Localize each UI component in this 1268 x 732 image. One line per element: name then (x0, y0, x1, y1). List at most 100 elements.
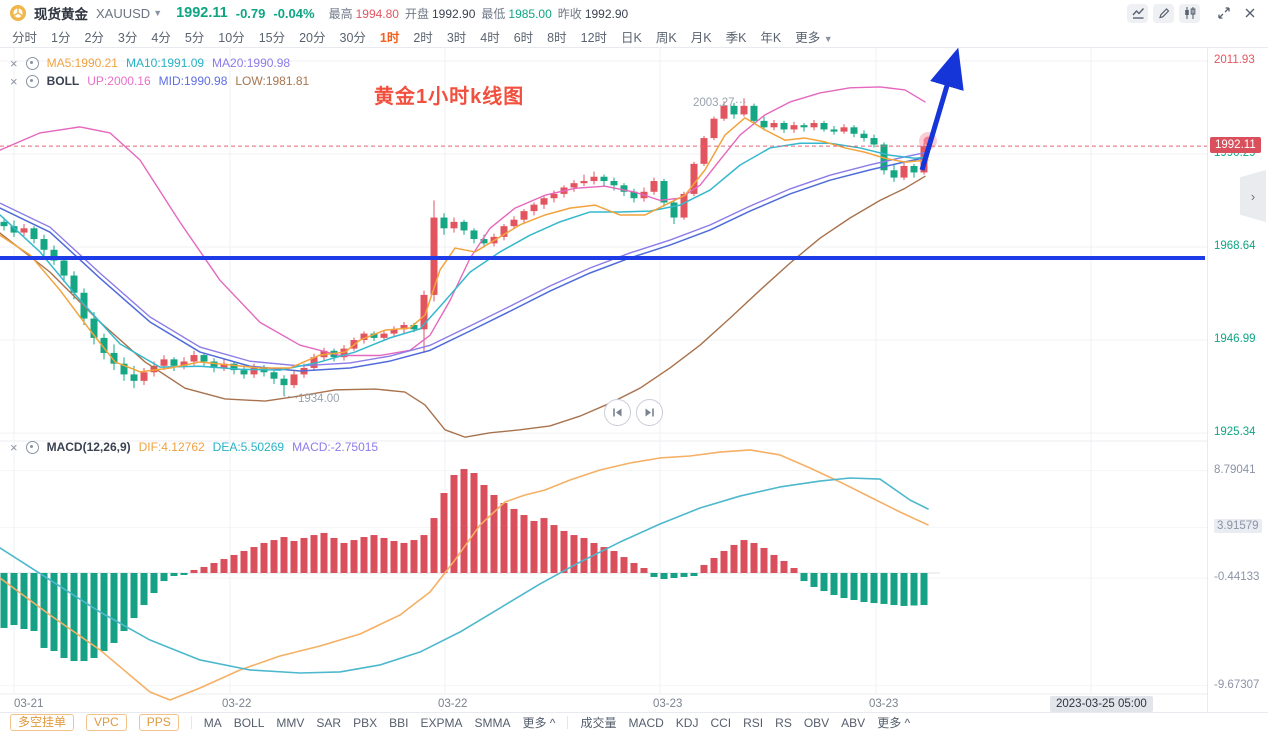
sub-indicator-CCI[interactable]: CCI (710, 715, 732, 730)
overlay-indicator-SAR[interactable]: SAR (316, 715, 342, 730)
tab-2时[interactable]: 2时 (413, 31, 433, 45)
price-axis: 2011.931990.291968.641946.991925.341992.… (1207, 48, 1268, 712)
order-button-VPC[interactable]: VPC (86, 714, 127, 731)
line-chart-button[interactable] (1127, 3, 1148, 23)
tab-4分[interactable]: 4分 (151, 31, 171, 45)
sub-indicator-RS[interactable]: RS (775, 715, 792, 730)
macd-bar (50, 573, 58, 651)
tab-20分[interactable]: 20分 (299, 31, 326, 45)
macd-bar (910, 573, 918, 606)
tab-2分[interactable]: 2分 (84, 31, 104, 45)
tab-1时[interactable]: 1时 (379, 31, 400, 45)
sub-indicator-KDJ[interactable]: KDJ (675, 715, 699, 730)
header-bar: 现货黄金 XAUUSD ▼ 1992.11 -0.79 -0.04% 最高 1994… (0, 0, 1268, 26)
tab-4时[interactable]: 4时 (480, 31, 500, 45)
tab-6时[interactable]: 6时 (513, 31, 534, 45)
axis-time-label: 03-22 (222, 698, 252, 710)
tab-周K[interactable]: 周K (655, 31, 677, 45)
macd-bar (690, 573, 698, 577)
overlay-indicator-BBI[interactable]: BBI (389, 715, 409, 730)
tab-日K[interactable]: 日K (621, 31, 642, 45)
close-button[interactable] (1239, 4, 1260, 23)
overlay-indicator-SMMA[interactable]: SMMA (474, 715, 511, 730)
current-price-badge: 1992.11 (1210, 137, 1261, 154)
overlay-indicator-MMV[interactable]: MMV (276, 715, 305, 730)
candle-body (90, 318, 98, 338)
candle-body (460, 221, 468, 231)
tab-季K[interactable]: 季K (725, 31, 747, 45)
tab-分时[interactable]: 分时 (12, 31, 38, 45)
tab-1分[interactable]: 1分 (51, 31, 71, 45)
candle-body (40, 239, 48, 250)
tab-30分[interactable]: 30分 (339, 31, 366, 45)
macd-bar (600, 547, 608, 573)
legend-boll: × BOLL UP:2000.16 MID:1990.98 LOW:1981.81 (10, 74, 309, 88)
legend-value: MA10:1991.09 (125, 56, 205, 70)
tab-15分[interactable]: 15分 (258, 31, 286, 45)
tab-more[interactable]: 更多 ▼ (795, 31, 833, 45)
sub-indicator-RSI[interactable]: RSI (743, 715, 764, 730)
stat-昨收: 昨收 1992.90 (557, 6, 629, 21)
current-time-badge: 2023-03-25 05:00 (1050, 696, 1153, 712)
gear-icon[interactable] (25, 56, 39, 70)
tab-8时[interactable]: 8时 (547, 31, 567, 45)
close-icon[interactable]: × (10, 439, 18, 455)
tab-5分[interactable]: 5分 (184, 31, 205, 45)
sub-indicator-MACD[interactable]: MACD (628, 715, 664, 730)
candle-body (820, 123, 828, 130)
close-icon[interactable]: × (10, 73, 18, 89)
macd-bar (260, 542, 268, 573)
overlay-indicator-MA[interactable]: MA (203, 715, 222, 730)
tab-10分[interactable]: 10分 (218, 31, 245, 45)
macd-bar (200, 566, 208, 573)
skip-forward-button[interactable] (636, 399, 663, 426)
sub-indicator-OBV[interactable]: OBV (803, 715, 830, 730)
macd-bar (850, 573, 858, 601)
overlay-indicator-BOLL[interactable]: BOLL (233, 715, 265, 730)
overlay-more[interactable]: 更多 ^ (522, 716, 556, 730)
candle-body (390, 329, 398, 334)
pencil-button[interactable] (1153, 3, 1174, 23)
macd-bar (800, 573, 808, 582)
candle-body (400, 324, 408, 330)
tab-3时[interactable]: 3时 (446, 31, 467, 45)
tab-月K[interactable]: 月K (690, 31, 712, 45)
macd-bar (730, 544, 738, 573)
candle-body (280, 378, 288, 386)
macd-bar (310, 535, 318, 573)
order-button-PPS[interactable]: PPS (138, 714, 179, 731)
overlay-indicator-EXPMA[interactable]: EXPMA (420, 715, 463, 730)
candle-body (780, 123, 788, 130)
last-price: 1992.11 (176, 5, 228, 21)
line-chart-icon (1131, 8, 1144, 19)
axis-macd-label: -9.67307 (1214, 678, 1260, 691)
panel-expand-handle[interactable]: › (1240, 170, 1266, 222)
tab-年K[interactable]: 年K (760, 31, 782, 45)
tab-12时[interactable]: 12时 (580, 31, 608, 45)
macd-bar (70, 573, 78, 662)
order-button-多空挂单[interactable]: 多空挂单 (10, 714, 75, 731)
skip-back-button[interactable] (604, 399, 631, 426)
legend-value: MACD:-2.75015 (292, 440, 379, 454)
sub-indicator-成交量[interactable]: 成交量 (580, 716, 617, 730)
macd-bar (460, 469, 468, 573)
sub-more[interactable]: 更多 ^ (877, 716, 911, 730)
candle-body (130, 374, 138, 381)
macd-bar (10, 573, 18, 626)
expand-button[interactable] (1213, 4, 1234, 23)
symbol-selector[interactable]: XAUUSD ▼ (96, 5, 163, 21)
high-annotation: 2003.27 (693, 97, 735, 109)
expand-icon (1217, 7, 1230, 19)
macd-bar (320, 532, 328, 573)
candle-body (720, 105, 728, 119)
candlestick-button[interactable] (1179, 3, 1200, 23)
divider (190, 716, 192, 729)
instrument-title: 现货黄金 (34, 7, 88, 22)
sub-indicator-ABV[interactable]: ABV (841, 715, 866, 730)
gear-icon[interactable] (25, 440, 39, 454)
close-icon[interactable]: × (10, 55, 18, 71)
gear-icon[interactable] (25, 74, 39, 88)
overlay-indicator-PBX[interactable]: PBX (353, 715, 378, 730)
tab-3分[interactable]: 3分 (117, 31, 138, 45)
